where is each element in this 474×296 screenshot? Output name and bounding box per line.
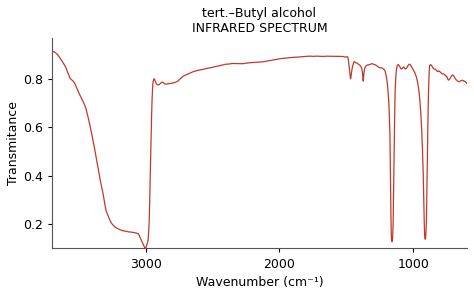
- X-axis label: Wavenumber (cm⁻¹): Wavenumber (cm⁻¹): [196, 276, 323, 289]
- Title: tert.–Butyl alcohol
INFRARED SPECTRUM: tert.–Butyl alcohol INFRARED SPECTRUM: [191, 7, 327, 35]
- Y-axis label: Transmitance: Transmitance: [7, 101, 20, 185]
